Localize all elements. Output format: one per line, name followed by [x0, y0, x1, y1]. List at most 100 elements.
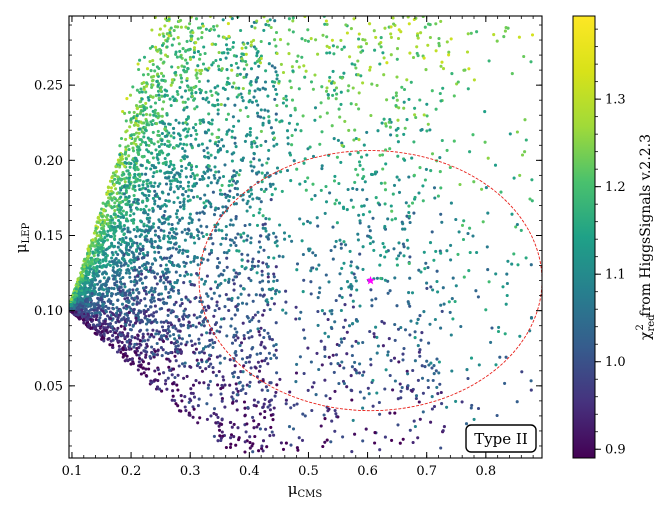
scatter-point	[182, 197, 186, 201]
scatter-point	[209, 362, 213, 366]
scatter-point	[256, 103, 260, 107]
scatter-point	[212, 28, 216, 32]
scatter-point	[142, 121, 146, 125]
scatter-point	[127, 311, 131, 315]
scatter-point	[149, 381, 153, 385]
scatter-point	[164, 160, 168, 164]
scatter-point	[151, 174, 155, 179]
scatter-point	[165, 357, 169, 361]
scatter-point	[313, 253, 318, 257]
scatter-point	[361, 167, 365, 171]
scatter-point	[198, 416, 202, 420]
scatter-point	[261, 439, 266, 443]
scatter-point	[210, 93, 214, 97]
scatter-point	[179, 184, 183, 188]
scatter-point	[145, 148, 149, 152]
scatter-point	[179, 342, 183, 346]
scatter-point	[125, 296, 130, 300]
scatter-point	[232, 202, 236, 206]
scatter-point	[139, 87, 143, 91]
scatter-point	[108, 343, 112, 347]
scatter-point	[212, 173, 216, 177]
scatter-point	[89, 308, 93, 312]
scatter-point	[243, 450, 247, 454]
scatter-point	[172, 131, 176, 135]
scatter-point	[213, 86, 217, 90]
scatter-point	[109, 189, 113, 193]
scatter-point	[248, 353, 252, 358]
scatter-point	[183, 264, 187, 268]
scatter-point	[372, 332, 376, 336]
scatter-point	[378, 203, 382, 207]
scatter-point	[78, 286, 82, 291]
scatter-point	[383, 255, 387, 259]
scatter-point	[232, 174, 236, 178]
scatter-point	[196, 64, 200, 68]
scatter-point	[230, 183, 234, 187]
scatter-point	[219, 242, 223, 246]
scatter-point	[132, 110, 136, 114]
scatter-point	[244, 46, 248, 50]
scatter-point	[134, 142, 138, 146]
scatter-point	[274, 235, 278, 239]
scatter-point	[209, 27, 213, 31]
scatter-point	[393, 217, 398, 221]
scatter-point	[407, 22, 411, 26]
scatter-point	[402, 100, 406, 104]
scatter-point	[221, 375, 225, 379]
scatter-point	[233, 275, 237, 279]
scatter-point	[104, 272, 109, 276]
scatter-point	[266, 303, 270, 307]
scatter-point	[195, 358, 199, 362]
scatter-point	[103, 221, 107, 225]
scatter-point	[375, 83, 379, 87]
scatter-point	[152, 171, 156, 175]
scatter-point	[435, 279, 439, 284]
scatter-point	[267, 335, 271, 339]
scatter-point	[378, 62, 382, 66]
scatter-point	[133, 321, 138, 325]
scatter-point	[128, 271, 132, 275]
scatter-point	[112, 261, 116, 265]
scatter-point	[162, 256, 166, 260]
scatter-point	[275, 73, 279, 77]
scatter-point	[99, 211, 103, 215]
scatter-point	[198, 121, 202, 125]
scatter-point	[198, 211, 202, 215]
scatter-point	[395, 57, 399, 61]
scatter-point	[468, 226, 472, 230]
scatter-point	[192, 85, 196, 89]
scatter-point	[213, 280, 218, 284]
scatter-point	[116, 207, 120, 212]
scatter-point	[187, 188, 191, 192]
scatter-point	[339, 287, 343, 291]
scatter-point	[243, 223, 247, 228]
scatter-point	[234, 145, 238, 149]
scatter-point	[219, 317, 224, 321]
scatter-point	[207, 176, 211, 180]
scatter-point	[129, 245, 133, 249]
scatter-point	[248, 329, 253, 333]
scatter-point	[132, 193, 136, 198]
scatter-point	[155, 353, 160, 357]
scatter-point	[197, 79, 201, 84]
scatter-point	[402, 87, 407, 92]
scatter-point	[255, 136, 259, 140]
scatter-point	[437, 41, 441, 45]
scatter-point	[268, 182, 272, 186]
scatter-point	[301, 412, 305, 416]
scatter-point	[375, 276, 379, 280]
scatter-point	[218, 188, 222, 192]
scatter-point	[161, 339, 166, 343]
scatter-point	[294, 317, 298, 321]
scatter-point	[212, 291, 216, 295]
scatter-point	[153, 353, 157, 357]
scatter-point	[159, 149, 163, 153]
scatter-point	[381, 241, 385, 246]
scatter-point	[416, 317, 420, 322]
scatter-point	[254, 78, 258, 82]
scatter-point	[151, 83, 155, 87]
scatter-point	[135, 281, 139, 285]
scatter-point	[283, 237, 287, 241]
scatter-point	[388, 373, 392, 378]
